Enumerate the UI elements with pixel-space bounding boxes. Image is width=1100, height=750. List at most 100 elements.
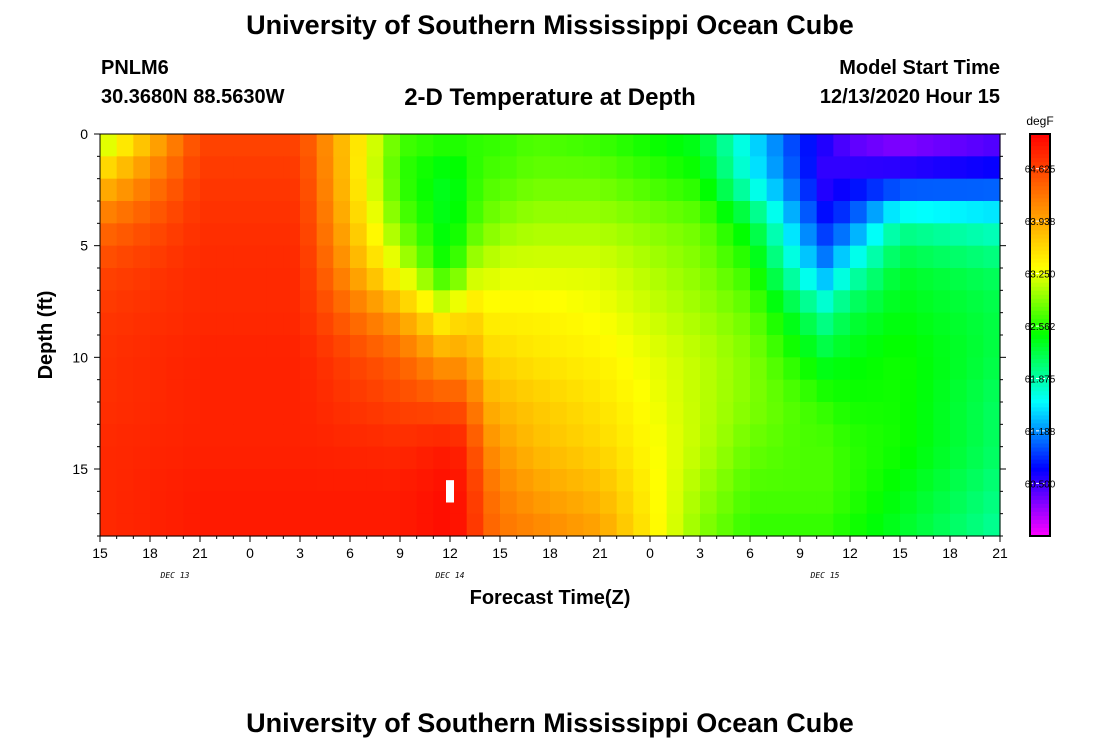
heatmap-cell — [833, 134, 851, 157]
heatmap-cell — [900, 357, 918, 381]
heatmap-cell — [550, 134, 568, 157]
heatmap-cell — [316, 357, 334, 381]
heatmap-cell — [283, 178, 301, 202]
heatmap-cell — [100, 245, 118, 269]
model-start-time: 12/13/2020 Hour 15 — [819, 86, 1000, 108]
heatmap-cell — [900, 290, 918, 314]
heatmap-cell — [683, 424, 701, 448]
heatmap-cell — [950, 469, 968, 492]
heatmap-cell — [933, 491, 951, 515]
heatmap-cell — [200, 513, 218, 537]
heatmap-cell — [800, 335, 818, 358]
heatmap-cell — [600, 491, 618, 515]
heatmap-cell — [833, 156, 851, 180]
heatmap-cell — [683, 223, 701, 247]
heatmap-cell — [550, 469, 568, 492]
heatmap-cell — [733, 469, 751, 492]
heatmap-cell — [966, 201, 984, 224]
heatmap-cell — [583, 245, 601, 269]
heatmap-cell — [150, 379, 168, 403]
heatmap-cell — [133, 402, 151, 425]
colorbar-segment — [1030, 387, 1050, 392]
heatmap-cell — [583, 268, 601, 291]
heatmap-cell — [950, 379, 968, 403]
heatmap-cell — [400, 402, 418, 425]
colorbar-segment — [1030, 234, 1050, 240]
heatmap-cell — [133, 424, 151, 448]
heatmap-cell — [966, 491, 984, 515]
heatmap-cell — [383, 469, 401, 492]
heatmap-cell — [116, 268, 134, 291]
heatmap-cell — [633, 513, 651, 537]
heatmap-cell — [300, 402, 318, 425]
x-tick-label: 0 — [246, 545, 254, 561]
heatmap-cell — [566, 424, 584, 448]
heatmap-cell — [266, 134, 284, 157]
heatmap-cell — [433, 134, 451, 157]
heatmap-cell — [650, 491, 668, 515]
colorbar-segment — [1030, 282, 1050, 288]
heatmap-cell — [133, 290, 151, 314]
heatmap-cell — [683, 357, 701, 381]
heatmap-cell — [500, 402, 518, 425]
heatmap-cell — [300, 469, 318, 492]
heatmap-cell — [650, 178, 668, 202]
heatmap-cell — [116, 446, 134, 470]
heatmap-cell — [133, 178, 151, 202]
heatmap-cell — [966, 134, 984, 157]
heatmap-cell — [983, 201, 1001, 224]
heatmap-cell — [816, 312, 834, 336]
colorbar-segment — [1030, 395, 1050, 400]
heatmap-cell — [783, 402, 801, 425]
heatmap-cell — [866, 290, 884, 314]
heatmap-cell — [500, 201, 518, 224]
heatmap-cell — [583, 201, 601, 224]
heatmap-cell — [650, 335, 668, 358]
heatmap-cell — [100, 290, 118, 314]
heatmap-cell — [800, 290, 818, 314]
heatmap-cell — [483, 178, 501, 202]
heatmap-cell — [433, 245, 451, 269]
heatmap-cell — [833, 223, 851, 247]
heatmap-cell — [233, 402, 251, 425]
heatmap-cell — [600, 178, 618, 202]
heatmap-cell — [600, 134, 618, 157]
heatmap-cell — [483, 201, 501, 224]
heatmap-cell — [800, 424, 818, 448]
heatmap-cell — [216, 513, 234, 537]
heatmap-cell — [616, 335, 634, 358]
heatmap-cell — [166, 201, 184, 224]
colorbar-segment — [1030, 515, 1050, 521]
heatmap-cell — [483, 424, 501, 448]
colorbar-segment — [1030, 174, 1050, 179]
heatmap-cell — [800, 156, 818, 180]
x-tick-label: 3 — [296, 545, 304, 561]
heatmap-cell — [916, 178, 934, 202]
heatmap-cell — [766, 379, 784, 403]
heatmap-cell — [333, 424, 351, 448]
heatmap-cell — [916, 201, 934, 224]
heatmap-cell — [566, 491, 584, 515]
heatmap-cell — [466, 513, 484, 537]
heatmap-cell — [100, 357, 118, 381]
heatmap-cell — [183, 513, 201, 537]
heatmap-cell — [966, 290, 984, 314]
heatmap-cell — [400, 446, 418, 470]
heatmap-cell — [166, 290, 184, 314]
heatmap-cell — [733, 491, 751, 515]
heatmap-cell — [216, 245, 234, 269]
heatmap-cell — [300, 513, 318, 537]
heatmap-cell — [816, 268, 834, 291]
heatmap-cell — [866, 357, 884, 381]
heatmap-cell — [533, 491, 551, 515]
heatmap-cell — [216, 402, 234, 425]
heatmap-cell — [600, 290, 618, 314]
heatmap-cell — [866, 134, 884, 157]
x-tick-label: 21 — [192, 545, 208, 561]
heatmap-cell — [583, 312, 601, 336]
heatmap-cell — [800, 201, 818, 224]
heatmap-cell — [400, 290, 418, 314]
heatmap-cell — [716, 357, 734, 381]
heatmap-cell — [150, 424, 168, 448]
heatmap-cell — [366, 513, 384, 537]
